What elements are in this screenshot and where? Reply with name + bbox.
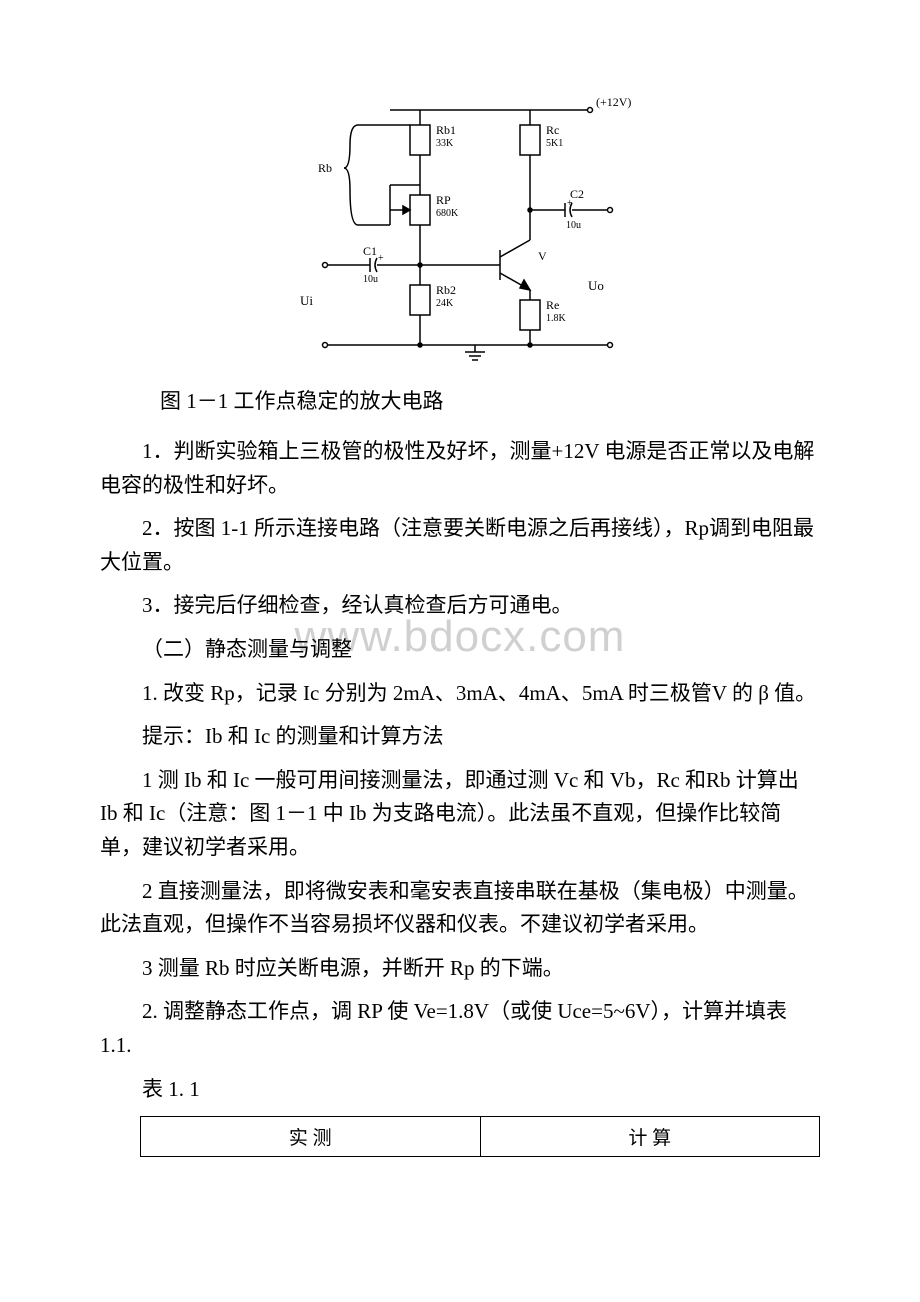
paragraph-7: 1 测 Ib 和 Ic 一般可用间接测量法，即通过测 Vc 和 Vb，Rc 和R… <box>100 764 820 865</box>
rb-brace-label: Rb <box>318 161 332 175</box>
paragraph-10: 2. 调整静态工作点，调 RP 使 Ve=1.8V（或使 Uce=5~6V），计… <box>100 995 820 1062</box>
table-header-measured: 实 测 <box>141 1117 481 1157</box>
rc-label: Rc <box>546 123 559 137</box>
c1-label: C1 <box>363 244 377 258</box>
svg-text:+: + <box>378 253 384 264</box>
paragraph-5: 1. 改变 Rp，记录 Ic 分别为 2mA、3mA、4mA、5mA 时三极管V… <box>100 677 820 711</box>
paragraph-2: 2．按图 1-1 所示连接电路（注意要关断电源之后再接线），Rp调到电阻最大位置… <box>100 512 820 579</box>
paragraph-3: 3．接完后仔细检查，经认真检查后方可通电。 <box>100 589 820 623</box>
c2-label: C2 <box>570 187 584 201</box>
c2-val: 10u <box>566 220 581 231</box>
paragraph-1: 1．判断实验箱上三极管的极性及好坏，测量+12V 电源是否正常以及电解电容的极性… <box>100 435 820 502</box>
rb1-val: 33K <box>436 138 454 149</box>
rb1-label: Rb1 <box>436 123 456 137</box>
table-1-1: 实 测 计 算 <box>140 1116 820 1157</box>
paragraph-8: 2 直接测量法，即将微安表和毫安表直接串联在基极（集电极）中测量。此法直观，但操… <box>100 875 820 942</box>
paragraph-6: 提示：Ib 和 Ic 的测量和计算方法 <box>100 720 820 754</box>
rp-val: 680K <box>436 208 459 219</box>
re-label: Re <box>546 298 559 312</box>
transistor-label: V <box>538 249 547 263</box>
table-header-row: 实 测 计 算 <box>141 1117 820 1157</box>
table-caption: 表 1. 1 <box>100 1073 820 1107</box>
paragraph-9: 3 测量 Rb 时应关断电源，并断开 Rp 的下端。 <box>100 952 820 986</box>
section-heading: （二）静态测量与调整 <box>100 633 820 667</box>
ui-label: Ui <box>300 293 313 308</box>
c1-val: 10u <box>363 274 378 285</box>
table-header-calculated: 计 算 <box>480 1117 820 1157</box>
re-val: 1.8K <box>546 313 567 324</box>
figure-caption: 图 1－1 工作点稳定的放大电路 <box>100 385 820 415</box>
circuit-diagram: (+12V) Rb1 33K Rc 5K1 RP 680K <box>270 90 650 365</box>
rb2-label: Rb2 <box>436 283 456 297</box>
vcc-label: (+12V) <box>596 95 631 109</box>
rc-val: 5K1 <box>546 138 563 149</box>
rb2-val: 24K <box>436 298 454 309</box>
rp-label: RP <box>436 193 451 207</box>
uo-label: Uo <box>588 278 604 293</box>
